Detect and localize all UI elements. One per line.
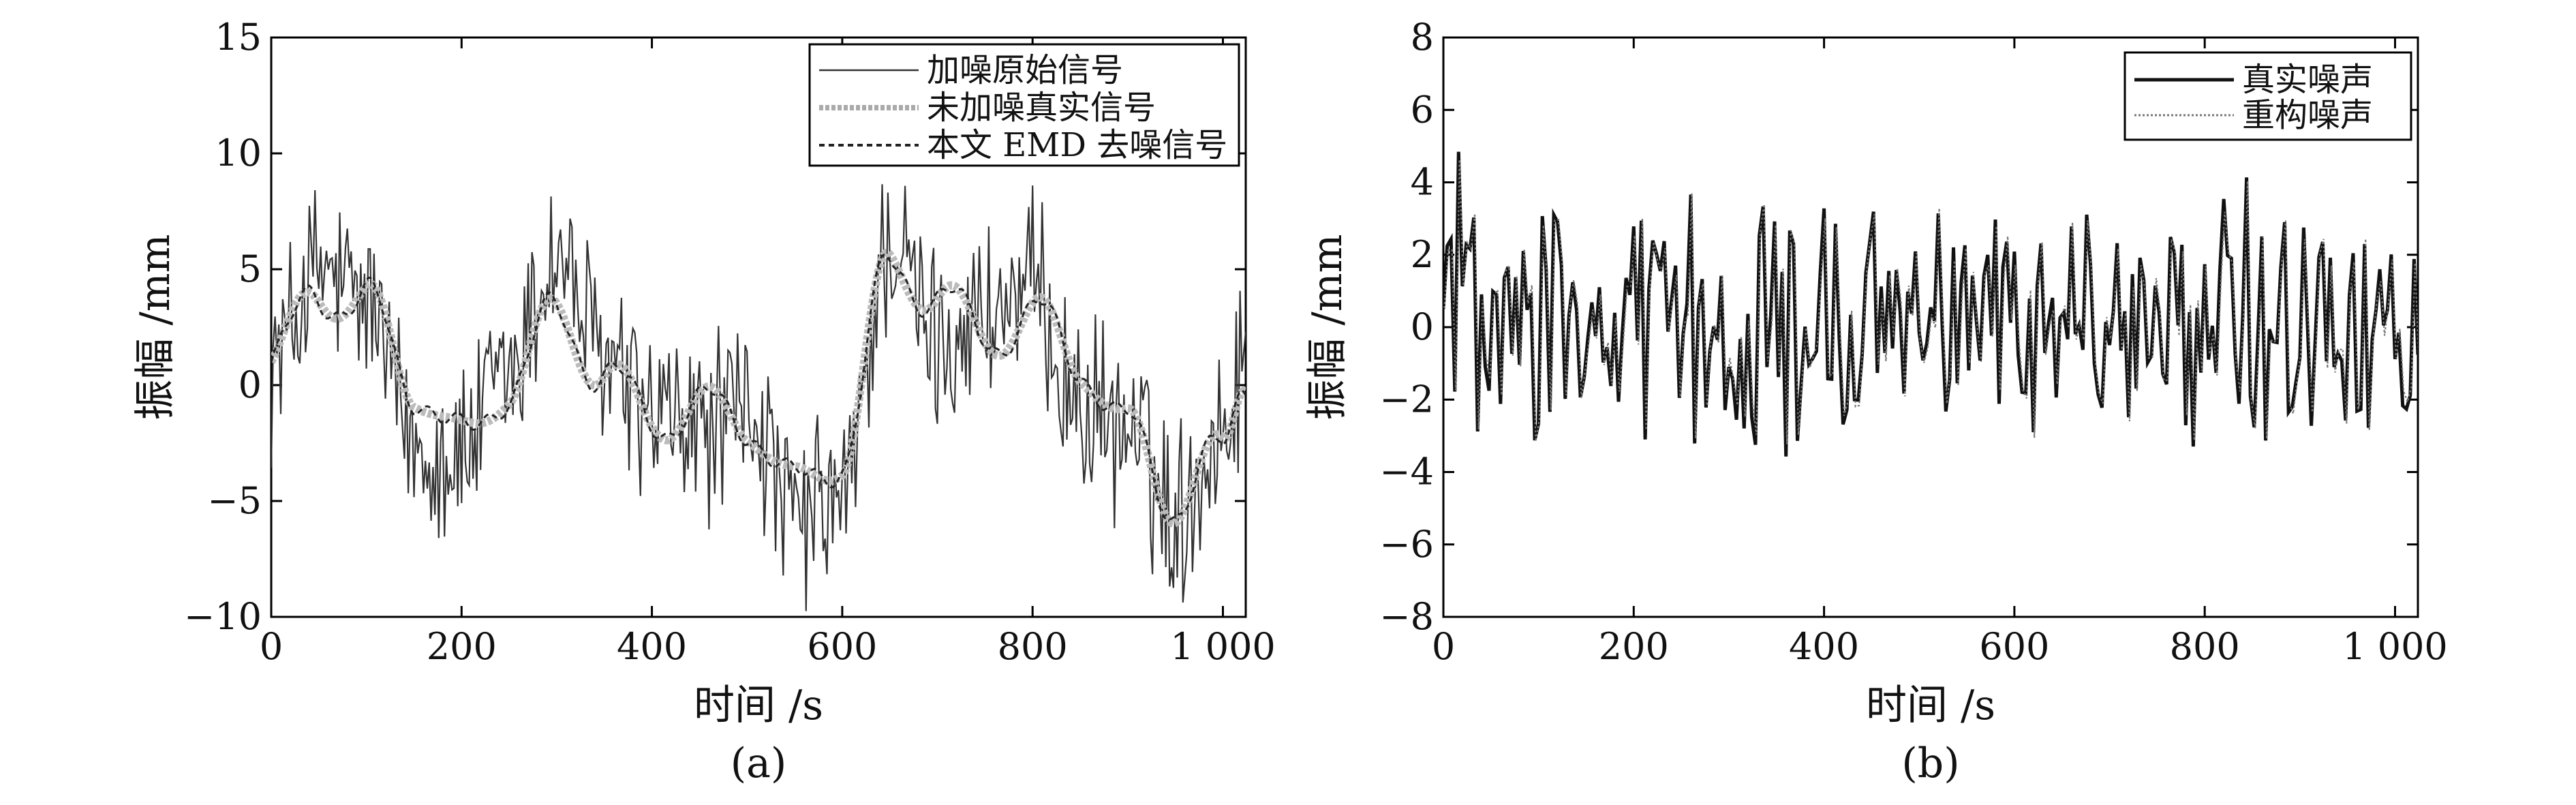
plot-area-a: [271, 184, 1246, 611]
x-tick-label: 1 000: [2342, 625, 2448, 668]
x-tick-label: 0: [1432, 625, 1455, 668]
y-tick-label: −8: [1379, 595, 1434, 638]
y-tick-label: 4: [1411, 161, 1434, 204]
legend-label: 加噪原始信号: [927, 51, 1123, 89]
series-true-signal: [271, 248, 1246, 528]
series-real-noise: [1443, 151, 2418, 457]
x-tick-label: 400: [617, 625, 687, 668]
y-axis-label: 振幅 /mm: [1304, 234, 1351, 420]
legend-label: 本文 EMD 去噪信号: [927, 126, 1227, 164]
x-tick-label: 1 000: [1170, 625, 1276, 668]
panel-label: (a): [731, 740, 787, 787]
y-tick-label: −2: [1379, 378, 1434, 421]
legend-label: 重构噪声: [2242, 96, 2373, 134]
y-tick-label: −5: [207, 479, 262, 522]
x-tick-label: 600: [807, 625, 877, 668]
y-tick-label: 0: [1411, 305, 1434, 348]
y-tick-label: 0: [239, 363, 262, 406]
plot-frame: [270, 36, 1247, 618]
x-tick-label: 600: [1979, 625, 2049, 668]
x-tick-label: 200: [1599, 625, 1669, 668]
y-tick-label: 5: [239, 247, 262, 290]
y-tick-label: 8: [1411, 16, 1434, 59]
x-tick-label: 0: [260, 625, 283, 668]
panel-label: (b): [1901, 740, 1959, 787]
chart-panel-b: 0 200 400 600 800 1 000 8 6 4 2 0 −2 −4 −6 −8 时间 /s 振幅 /…: [1304, 16, 2448, 787]
y-tick-label: 10: [215, 132, 262, 174]
chart-panel-a: 0 200 400 600 800 1 000 15 10 5 0 −5 −10 时间 /s 振幅 /mm…: [132, 16, 1276, 787]
plot-area-b: [1443, 151, 2418, 457]
y-tick-label: −4: [1379, 451, 1434, 493]
y-tick-label: −6: [1379, 523, 1434, 566]
x-tick-label: 800: [2170, 625, 2240, 668]
legend-label: 真实噪声: [2242, 61, 2373, 99]
x-axis-label: 时间 /s: [1866, 682, 1995, 729]
y-axis-label: 振幅 /mm: [132, 234, 179, 420]
series-emd-denoised: [271, 254, 1246, 521]
series-noisy-signal: [271, 184, 1246, 611]
y-tick-label: 15: [215, 16, 262, 59]
x-tick-label: 800: [998, 625, 1068, 668]
legend-box: [2123, 51, 2412, 141]
series-reconstructed-noise: [1443, 160, 2418, 444]
y-tick-label: 6: [1411, 88, 1434, 131]
x-tick-label: 200: [427, 625, 497, 668]
y-tick-label: 2: [1411, 233, 1434, 276]
y-tick-label: −10: [184, 595, 262, 638]
x-axis-label: 时间 /s: [694, 682, 823, 729]
legend-label: 未加噪真实信号: [927, 89, 1156, 127]
x-tick-label: 400: [1789, 625, 1859, 668]
